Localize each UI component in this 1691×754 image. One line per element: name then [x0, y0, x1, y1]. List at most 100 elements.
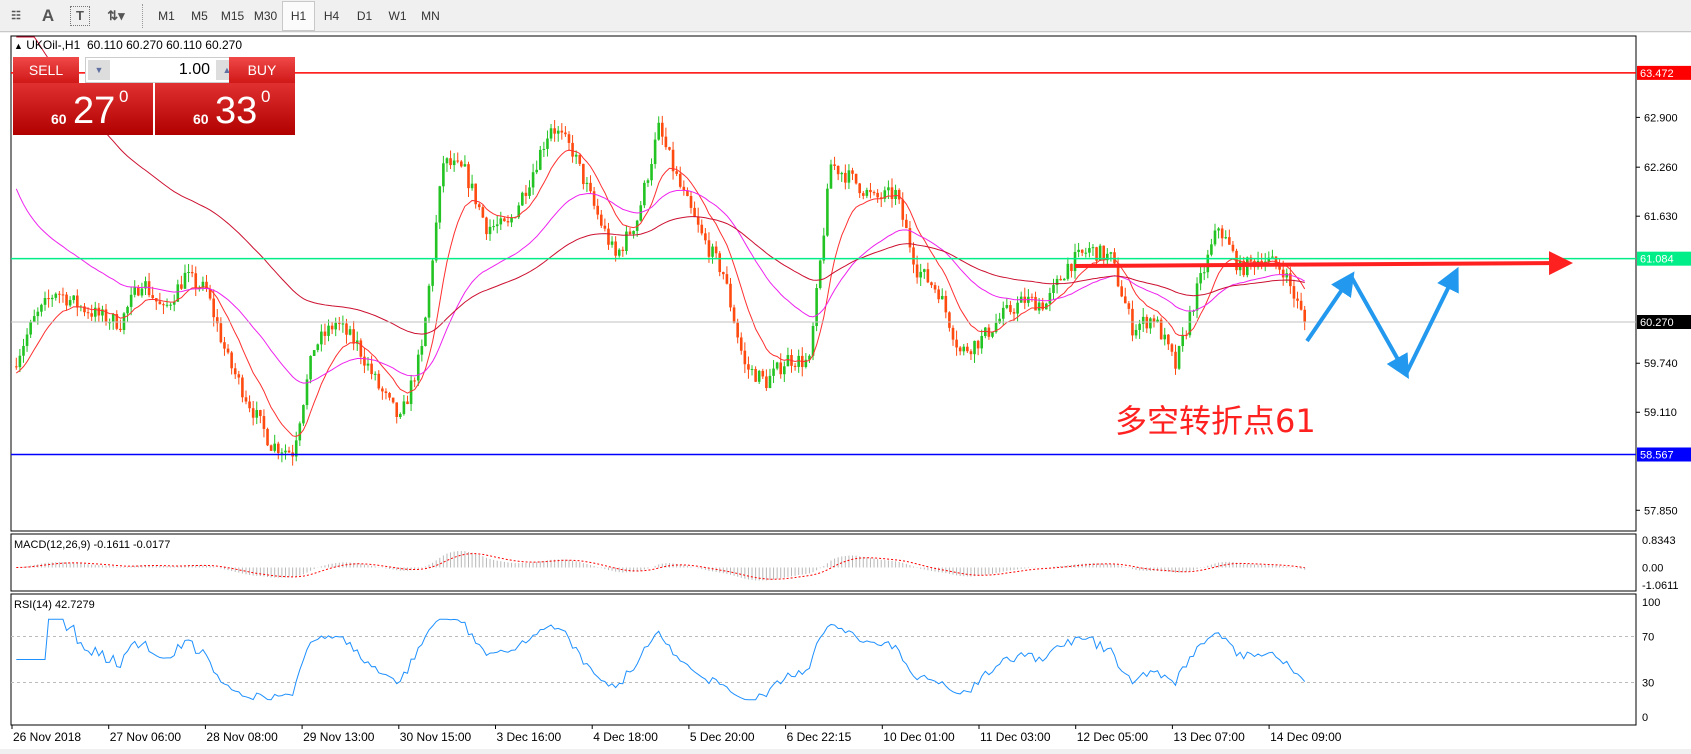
candle: [470, 174, 474, 191]
candle: [101, 305, 104, 323]
candle: [345, 318, 348, 344]
timeframe-h1[interactable]: H1: [282, 0, 315, 31]
buy-price[interactable]: 60 33 0: [155, 83, 295, 135]
candle: [1285, 268, 1289, 283]
sell-price[interactable]: 60 27 0: [13, 83, 153, 135]
candle-body: [879, 197, 883, 199]
candle: [395, 402, 399, 424]
candle-body: [50, 297, 54, 300]
candle-body: [287, 450, 291, 453]
timeframe-mn[interactable]: MN: [421, 8, 440, 23]
candle: [259, 409, 262, 424]
macd-signal-line: [16, 553, 1305, 580]
candle: [223, 336, 226, 356]
text-icon[interactable]: A: [41, 5, 55, 25]
candle: [621, 246, 625, 257]
candle-body: [1052, 285, 1055, 293]
candle: [829, 159, 833, 189]
text-label-icon[interactable]: T: [70, 5, 90, 26]
arrows-icon[interactable]: ⇅▾: [107, 7, 125, 23]
candle-body: [1231, 244, 1235, 251]
candle-body: [1195, 283, 1199, 311]
candle: [632, 230, 635, 239]
candle: [969, 349, 973, 360]
candle-body: [722, 272, 725, 275]
timeframe-m5[interactable]: M5: [191, 8, 208, 23]
candle-body: [434, 222, 438, 261]
chart-canvas[interactable]: 63.472 61.084 60.270 58.567 62.900 62.260 61.6…: [0, 33, 1691, 749]
candle-body: [370, 363, 373, 375]
candle-body: [1242, 260, 1245, 276]
lot-decrease-icon[interactable]: ▼: [88, 60, 110, 80]
candle: [1091, 244, 1095, 257]
candle: [61, 287, 65, 303]
lot-value[interactable]: 1.00: [178, 61, 210, 78]
rsi-axis-label: 0: [1642, 712, 1648, 724]
candle-body: [524, 192, 528, 196]
candle-body: [1149, 318, 1152, 329]
candle-body: [1070, 263, 1073, 272]
timeframe-w1[interactable]: W1: [388, 8, 407, 23]
buy-button[interactable]: BUY: [229, 57, 295, 83]
candle: [743, 342, 747, 374]
candle: [793, 363, 797, 371]
candle: [18, 348, 22, 373]
candle-body: [1281, 269, 1285, 278]
sell-button[interactable]: SELL: [13, 57, 79, 83]
candle-body: [334, 322, 338, 330]
timeframe-d1[interactable]: D1: [356, 8, 373, 23]
candle: [1138, 319, 1141, 339]
collapse-triangle-icon[interactable]: ▲: [14, 41, 23, 51]
candle: [732, 304, 736, 324]
candle-body: [962, 346, 966, 352]
chart-window[interactable]: 63.472 61.084 60.270 58.567 62.900 62.260 61.6…: [0, 33, 1691, 749]
candle: [844, 164, 847, 190]
chart-header: ▲ UKOil-,H1 60.110 60.270 60.110 60.270: [14, 38, 242, 52]
candle-body: [689, 196, 693, 208]
candle-body: [115, 313, 119, 329]
candle: [165, 298, 169, 308]
candle: [434, 214, 438, 263]
candle-body: [521, 192, 524, 206]
candle: [510, 214, 513, 228]
candle-body: [338, 322, 341, 324]
candle-body: [1202, 272, 1206, 274]
symbol-label: UKOil-,H1: [26, 38, 81, 52]
candle-body: [470, 183, 474, 189]
time-axis-label: 12 Dec 05:00: [1077, 730, 1149, 744]
candle-body: [438, 186, 442, 223]
candle-body: [208, 288, 212, 299]
candle-body: [266, 428, 269, 446]
candle: [768, 368, 772, 389]
candle-body: [262, 416, 266, 429]
price-axis-label: 62.260: [1644, 162, 1678, 174]
price-axis-label: 59.110: [1644, 407, 1677, 419]
candle: [833, 156, 836, 171]
candle: [761, 368, 765, 380]
candle: [424, 316, 427, 347]
candle-body: [327, 325, 330, 336]
periods-separator-icon[interactable]: ☷: [11, 10, 21, 22]
timeframe-m15[interactable]: M15: [220, 8, 245, 23]
candle-body: [298, 423, 302, 441]
candle: [90, 304, 93, 321]
candle: [589, 175, 592, 194]
timeframe-m1[interactable]: M1: [158, 8, 175, 23]
candle-body: [743, 350, 747, 365]
candle-body: [682, 186, 686, 191]
candle: [1210, 238, 1213, 257]
candle: [1045, 302, 1048, 310]
candle: [1170, 343, 1174, 356]
candle: [129, 286, 133, 316]
timeframe-h4[interactable]: H4: [323, 8, 340, 23]
candle-body: [259, 410, 262, 417]
candle: [556, 126, 560, 142]
candle-body: [980, 335, 984, 349]
timeframe-m30[interactable]: M30: [253, 8, 278, 23]
time-axis-label: 26 Nov 2018: [13, 730, 81, 744]
time-axis-label: 6 Dec 22:15: [787, 730, 852, 744]
ohlc-values: 60.110 60.270 60.110 60.270: [86, 38, 242, 52]
lot-size-input[interactable]: ▼ 1.00 ▲: [85, 57, 241, 83]
candle-body: [1106, 253, 1109, 261]
candle-body: [969, 351, 973, 355]
